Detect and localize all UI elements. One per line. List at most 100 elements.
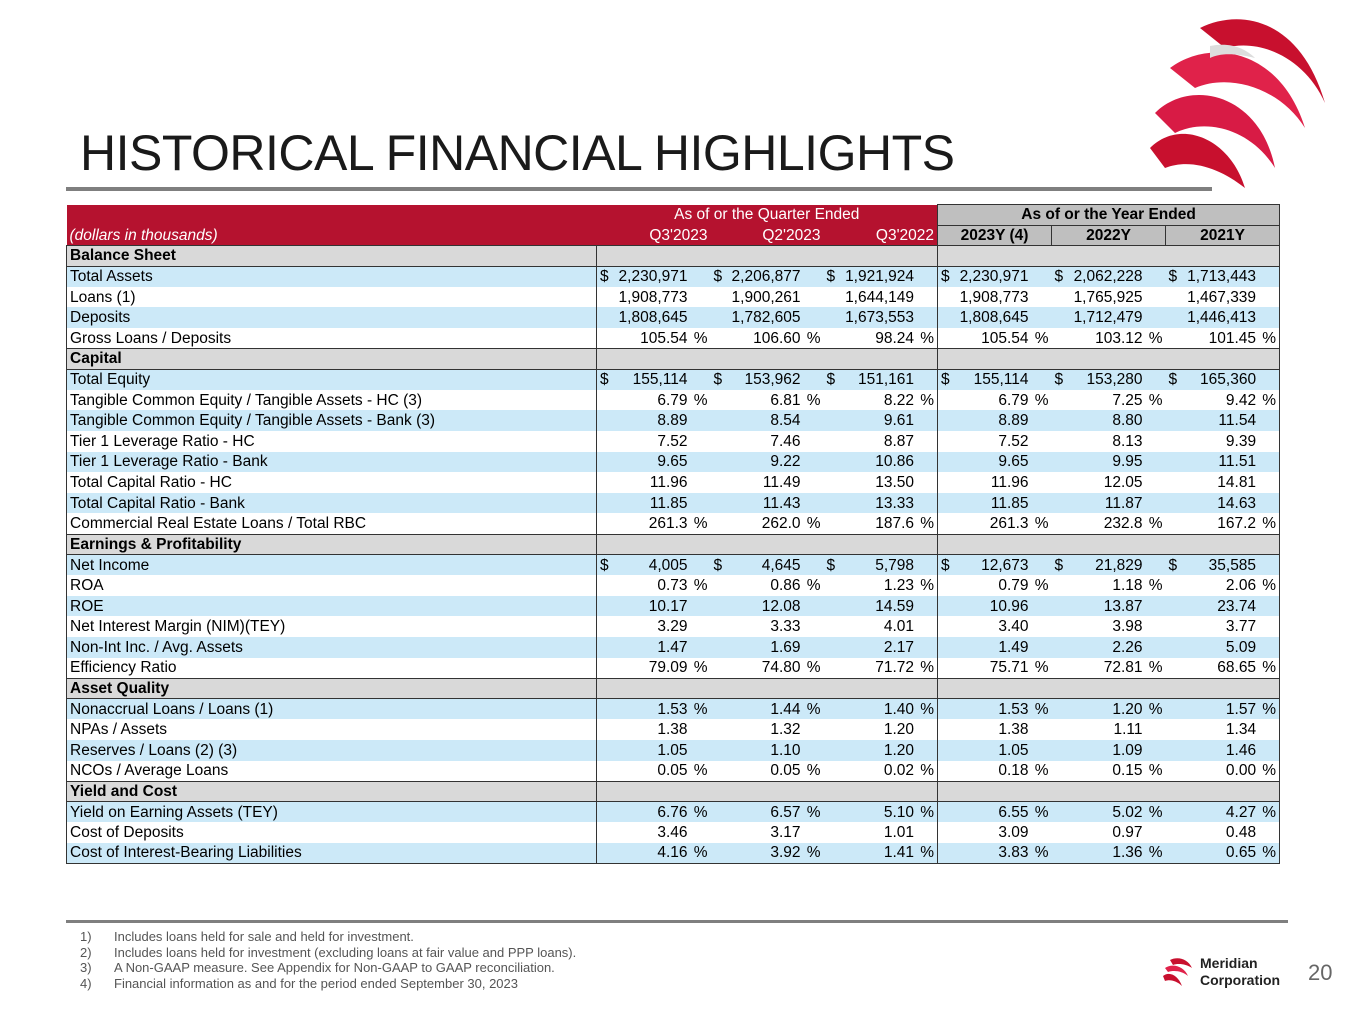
- prefix: [600, 741, 612, 760]
- suffix: %: [1034, 659, 1049, 677]
- prefix: [600, 411, 612, 430]
- suffix: %: [1262, 576, 1277, 594]
- suffix: %: [806, 514, 821, 532]
- value-cell: 12.08: [710, 595, 824, 617]
- value-cell: 1,808,645: [596, 307, 711, 329]
- suffix: [1143, 432, 1163, 451]
- prefix: [600, 473, 612, 492]
- value-cell: 11.54: [1165, 410, 1281, 432]
- value-cell: 3.77: [1165, 616, 1281, 637]
- row-label: Loans (1): [66, 286, 597, 308]
- row-label: Net Interest Margin (NIM)(TEY): [66, 616, 597, 637]
- value-cell: 2.26: [1051, 636, 1166, 658]
- suffix: %: [1034, 803, 1049, 821]
- prefix: [941, 658, 953, 677]
- suffix: [1256, 473, 1276, 492]
- row-label: Yield on Earning Assets (TEY): [66, 801, 597, 823]
- column-header: 2021Y: [1165, 224, 1281, 247]
- value: 3.29: [657, 618, 688, 636]
- prefix: [1055, 576, 1067, 595]
- prefix: [1169, 411, 1181, 430]
- suffix: [914, 473, 934, 492]
- suffix: [1143, 473, 1163, 492]
- suffix: [801, 308, 821, 327]
- row-label: Nonaccrual Loans / Loans (1): [66, 698, 597, 720]
- table-row: Total Assets $2,230,971 $2,206,877 $1,921,9…: [66, 266, 1281, 287]
- suffix: [688, 741, 708, 760]
- value: 1.05: [998, 741, 1029, 759]
- value: 9.42: [1225, 391, 1257, 409]
- value-cell: 1.05: [596, 739, 711, 761]
- prefix: [941, 308, 953, 327]
- value-cell: 1.46: [1165, 739, 1281, 761]
- prefix: [1169, 473, 1181, 492]
- title-divider: [66, 187, 1212, 191]
- value: 1.32: [770, 721, 801, 739]
- suffix: [1029, 473, 1049, 492]
- suffix: [1029, 452, 1049, 471]
- value: 1,808,645: [959, 309, 1029, 327]
- value: 5.02: [1112, 803, 1143, 821]
- value: 3.09: [998, 824, 1029, 842]
- prefix: [827, 288, 839, 307]
- suffix: %: [1148, 391, 1163, 409]
- row-label: Total Capital Ratio - HC: [66, 472, 597, 493]
- value-cell: 71.72%: [824, 658, 938, 679]
- suffix: [914, 720, 934, 739]
- table-row: Net Interest Margin (NIM)(TEY) 3.29 3.33 4.…: [66, 616, 1281, 637]
- value: 1.23: [883, 576, 915, 594]
- value-cell: 4.16%: [596, 842, 711, 864]
- value-cell: 8.87: [824, 431, 938, 452]
- value: 0.97: [1112, 824, 1143, 842]
- value-cell: 103.12%: [1052, 328, 1166, 349]
- value: 1.38: [998, 721, 1029, 739]
- value-cell: 1.69: [710, 636, 824, 658]
- prefix: [1055, 452, 1067, 471]
- value: 0.05: [770, 762, 801, 780]
- prefix: [941, 741, 953, 760]
- quarter-group-header: As of or the Quarter Ended: [596, 204, 938, 226]
- suffix: [914, 617, 934, 636]
- value: 79.09: [648, 659, 688, 677]
- value-cell: $153,280: [1051, 369, 1166, 390]
- suffix: %: [1148, 700, 1163, 718]
- suffix: [1256, 617, 1276, 636]
- value: 7.46: [770, 432, 801, 450]
- meridian-logo-icon: [1150, 19, 1325, 188]
- prefix: [1055, 803, 1067, 822]
- prefix: [714, 843, 726, 862]
- value-cell: $35,585: [1165, 554, 1281, 576]
- table-row: NPAs / Assets 1.38 1.32 1.20 1.38 1.11 1.34: [66, 719, 1281, 740]
- value-cell: 3.46: [596, 822, 711, 843]
- value-cell: 23.74: [1165, 595, 1281, 617]
- value-cell: 7.52: [596, 431, 711, 452]
- value-cell: $2,206,877: [710, 266, 824, 287]
- value-cell: 1.57%: [1165, 698, 1281, 720]
- value-cell: 3.09: [937, 822, 1052, 843]
- value: 3.92: [770, 844, 801, 862]
- suffix: %: [1262, 659, 1277, 677]
- prefix: [1055, 741, 1067, 760]
- prefix: [600, 452, 612, 471]
- value-cell: 11.87: [1051, 492, 1166, 514]
- row-label: Cost of Deposits: [66, 822, 597, 843]
- value-cell: 0.05%: [711, 761, 824, 782]
- suffix: [688, 308, 708, 327]
- table-row: Yield on Earning Assets (TEY) 6.76% 6.57% 5…: [66, 801, 1281, 823]
- value: 0.73: [657, 576, 688, 594]
- section-label: Balance Sheet: [66, 245, 597, 267]
- value-cell: 9.65: [596, 451, 711, 473]
- value: 12.05: [1103, 474, 1143, 492]
- prefix: [827, 803, 839, 822]
- value-cell: 9.95: [1051, 451, 1166, 473]
- suffix: [1256, 494, 1276, 513]
- suffix: [1143, 741, 1163, 760]
- value: 1,765,925: [1073, 288, 1143, 306]
- value-cell: 0.18%: [937, 760, 1052, 782]
- value-cell: 0.65%: [1165, 842, 1281, 864]
- value: 232.8: [1103, 514, 1143, 532]
- suffix: [1029, 267, 1049, 286]
- value-cell: 1,908,773: [937, 286, 1052, 308]
- value-cell: 1.34: [1165, 719, 1281, 740]
- suffix: %: [920, 576, 935, 594]
